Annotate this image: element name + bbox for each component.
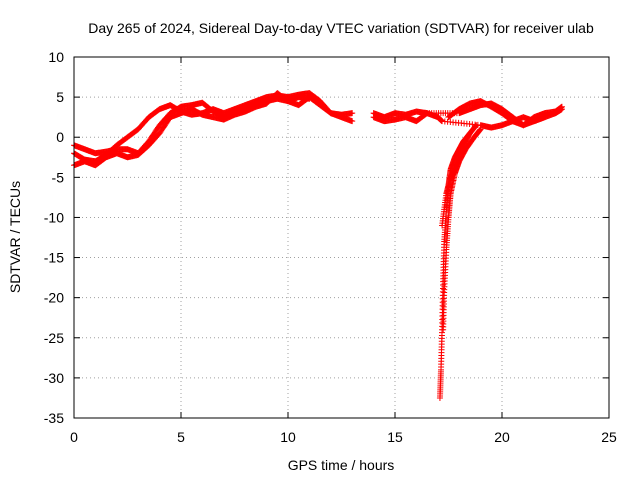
y-tick-label: -10 (44, 209, 64, 225)
chart-title: Day 265 of 2024, Sidereal Day-to-day VTE… (88, 20, 594, 36)
x-axis-label: GPS time / hours (288, 457, 395, 473)
x-tick-label: 25 (601, 429, 617, 445)
x-tick-label: 10 (280, 429, 296, 445)
y-tick-label: 5 (56, 89, 64, 105)
series-track-f (445, 98, 548, 129)
data-point (439, 222, 446, 229)
data-point (558, 103, 565, 110)
series-track-c (71, 90, 313, 169)
y-tick-label: -35 (44, 410, 64, 426)
x-tick-label: 20 (494, 429, 510, 445)
y-tick-label: -15 (44, 250, 64, 266)
x-tick-label: 0 (70, 429, 78, 445)
data-point (349, 110, 356, 117)
y-axis-label: SDTVAR / TECUs (7, 181, 23, 293)
x-tick-label: 15 (387, 429, 403, 445)
y-tick-label: 0 (56, 129, 64, 145)
data-point (440, 326, 447, 333)
y-tick-label: -30 (44, 370, 64, 386)
y-tick-label: -20 (44, 290, 64, 306)
data-point (436, 394, 443, 401)
data-point (541, 114, 548, 121)
series-dip-3 (439, 130, 473, 229)
data-point (349, 118, 356, 125)
axis-ticks: 0 5 10 15 20 25 -35 -30 -25 -20 -15 -10 -5 0 5 10 (44, 49, 617, 445)
data-points (71, 90, 565, 401)
y-tick-label: 10 (48, 49, 64, 65)
y-tick-label: -5 (52, 169, 65, 185)
data-point (423, 110, 430, 117)
y-tick-label: -25 (44, 330, 64, 346)
data-point (306, 95, 313, 102)
plot-frame (73, 56, 610, 419)
x-tick-label: 5 (177, 429, 185, 445)
